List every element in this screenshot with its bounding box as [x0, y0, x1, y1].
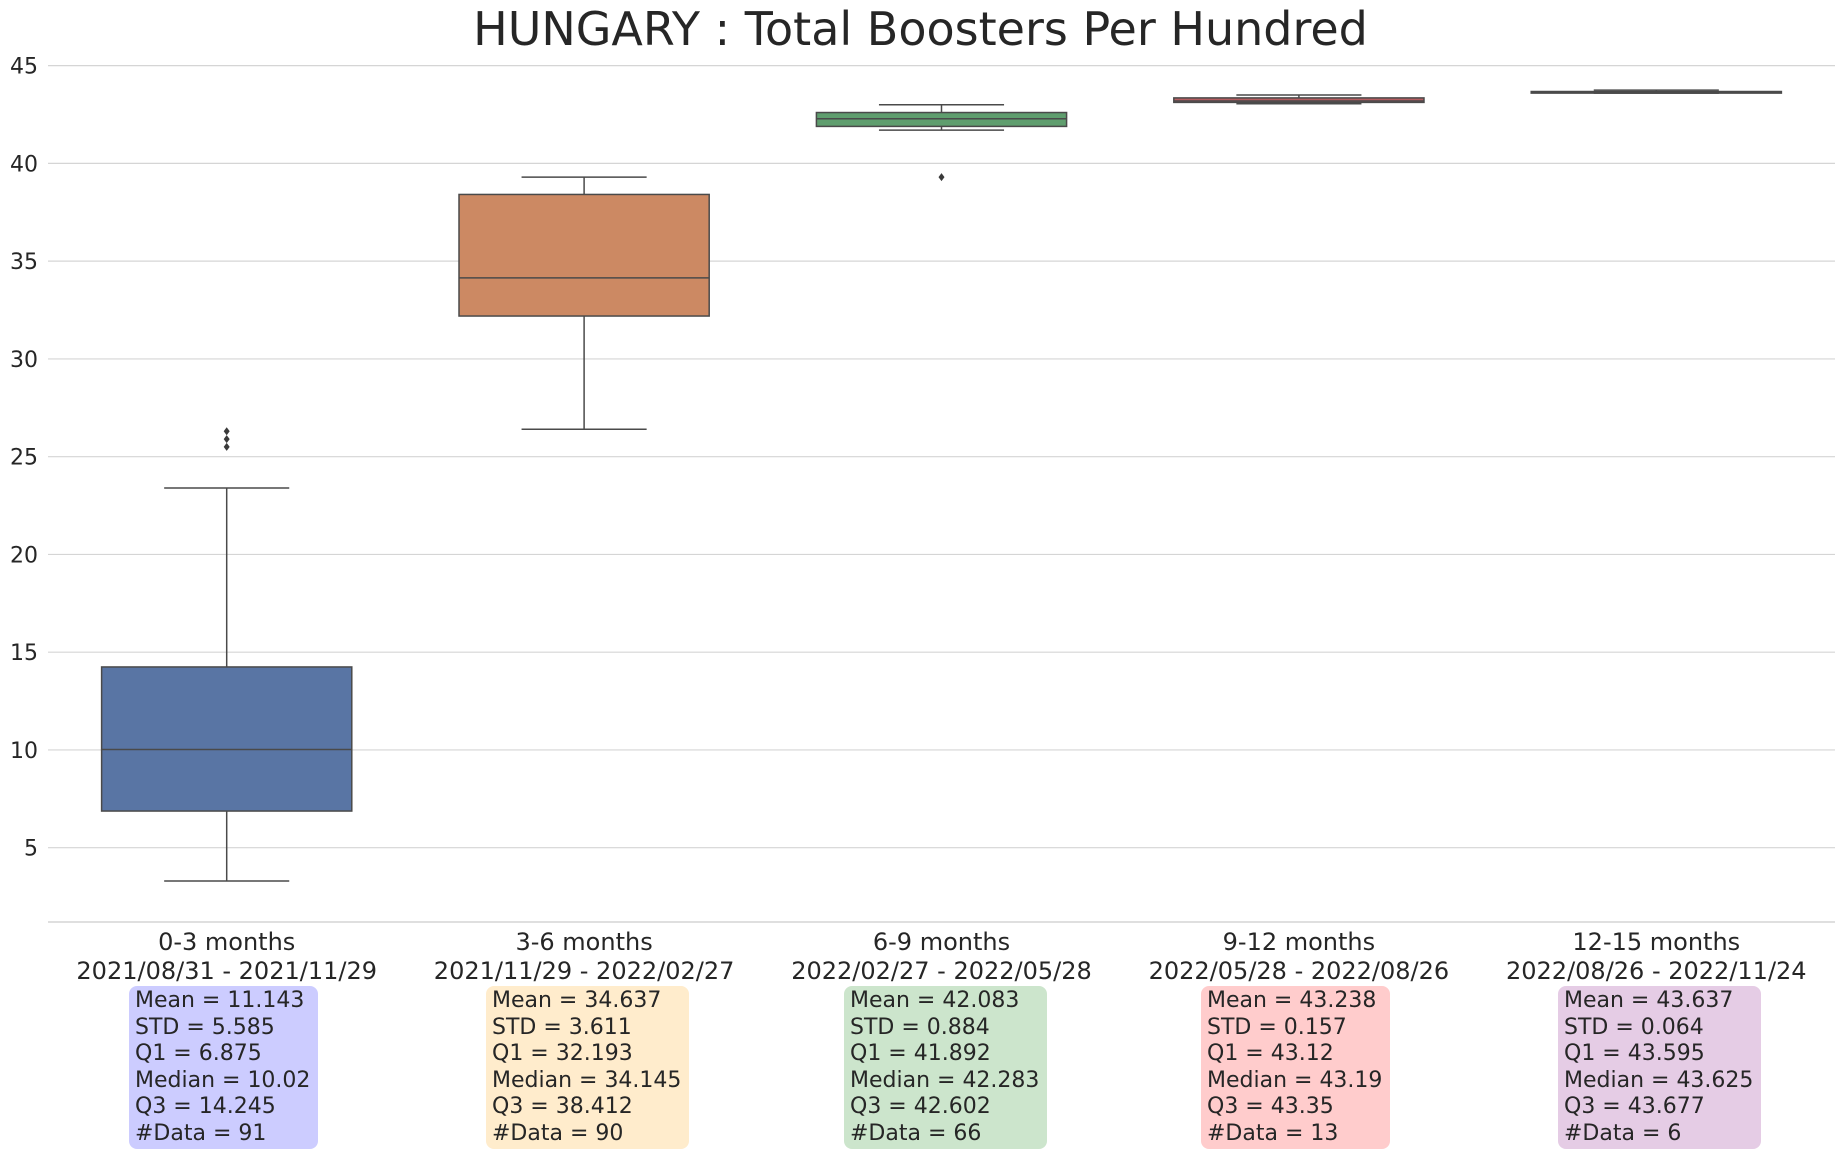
stats-line: Median = 43.19 [1207, 1067, 1383, 1093]
stats-box-0-3-months: Mean = 11.143 STD = 5.585 Q1 = 6.875 Median… [129, 986, 319, 1149]
outlier-point [938, 173, 945, 182]
y-tick-label: 30 [10, 348, 38, 373]
chart-title: HUNGARY : Total Boosters Per Hundred [473, 2, 1368, 56]
stats-line: STD = 0.064 [1564, 1014, 1704, 1040]
stats-line: STD = 0.157 [1207, 1014, 1347, 1040]
x-tick-period: 6-9 months [873, 928, 1010, 956]
iqr-box [458, 193, 710, 317]
stats-line: Q3 = 38.412 [492, 1094, 633, 1119]
stats-line: #Data = 6 [1564, 1120, 1682, 1146]
y-axis-ticks: 5 10 15 20 25 30 35 40 45 [10, 55, 38, 862]
stats-line: STD = 3.611 [492, 1014, 632, 1040]
iqr-box [100, 666, 353, 812]
stats-line: #Data = 91 [135, 1120, 267, 1146]
stats-line: Mean = 43.637 [1564, 988, 1734, 1013]
x-tick-period: 3-6 months [515, 928, 652, 956]
stats-line: #Data = 90 [492, 1120, 624, 1146]
x-tick-period: 12-15 months [1572, 928, 1740, 956]
x-tick-period: 9-12 months [1223, 928, 1376, 956]
outlier-point [223, 442, 230, 451]
stats-line: #Data = 13 [1207, 1120, 1339, 1146]
stats-line: Mean = 34.637 [492, 988, 662, 1013]
stats-line: Median = 42.283 [850, 1067, 1040, 1093]
y-tick-label: 10 [10, 739, 38, 764]
stats-line: Mean = 11.143 [135, 988, 305, 1013]
y-tick-label: 15 [10, 641, 38, 666]
stats-box-6-9-months: Mean = 42.083 STD = 0.884 Q1 = 41.892 Media… [844, 986, 1048, 1149]
y-tick-label: 5 [24, 837, 38, 862]
stats-line: Q1 = 32.193 [492, 1041, 633, 1066]
stats-line: Mean = 42.083 [850, 988, 1020, 1013]
y-tick-label: 40 [10, 152, 38, 177]
stats-line: Q1 = 43.595 [1564, 1041, 1705, 1066]
stats-line: Q1 = 43.12 [1207, 1041, 1334, 1066]
y-tick-label: 45 [10, 55, 38, 80]
outlier-point [223, 435, 230, 444]
box-group-9-12-months [1173, 94, 1425, 105]
y-tick-label: 20 [10, 543, 38, 568]
outlier-point [223, 427, 230, 436]
x-tick-date-range: 2022/02/27 - 2022/05/28 [791, 957, 1092, 985]
stats-line: Q3 = 42.602 [850, 1094, 991, 1119]
stats-box-3-6-months: Mean = 34.637 STD = 3.611 Q1 = 32.193 Media… [486, 986, 690, 1149]
x-tick-date-range: 2021/08/31 - 2021/11/29 [76, 957, 377, 985]
stats-line: Median = 43.625 [1564, 1067, 1754, 1093]
boxes [100, 89, 1783, 882]
stats-line: STD = 5.585 [135, 1014, 275, 1040]
stats-line: Mean = 43.238 [1207, 988, 1377, 1013]
x-tick-date-range: 2022/08/26 - 2022/11/24 [1506, 957, 1807, 985]
stats-line: Q3 = 14.245 [135, 1094, 276, 1119]
stats-line: STD = 0.884 [850, 1014, 990, 1040]
x-tick-date-range: 2021/11/29 - 2022/02/27 [434, 957, 735, 985]
y-tick-label: 25 [10, 446, 38, 471]
stats-line: Q3 = 43.677 [1564, 1094, 1705, 1119]
stats-box-9-12-months: Mean = 43.238 STD = 0.157 Q1 = 43.12 Median… [1201, 986, 1391, 1149]
stats-line: Q3 = 43.35 [1207, 1094, 1334, 1119]
box-group-3-6-months [458, 176, 710, 431]
stats-line: Q1 = 41.892 [850, 1041, 991, 1066]
stats-box-12-15-months: Mean = 43.637 STD = 0.064 Q1 = 43.595 Media… [1558, 986, 1762, 1149]
stats-line: #Data = 66 [850, 1120, 982, 1146]
iqr-box [1173, 97, 1425, 104]
stats-line: Q1 = 6.875 [135, 1041, 262, 1066]
grid-lines [48, 65, 1835, 849]
x-tick-date-range: 2022/05/28 - 2022/08/26 [1149, 957, 1450, 985]
y-tick-label: 35 [10, 250, 38, 275]
box-group-12-15-months [1530, 89, 1783, 94]
box-group-0-3-months [100, 427, 353, 882]
box-group-6-9-months [815, 103, 1068, 182]
stats-line: Median = 10.02 [135, 1067, 311, 1093]
stats-line: Median = 34.145 [492, 1067, 682, 1093]
x-tick-period: 0-3 months [158, 928, 295, 956]
